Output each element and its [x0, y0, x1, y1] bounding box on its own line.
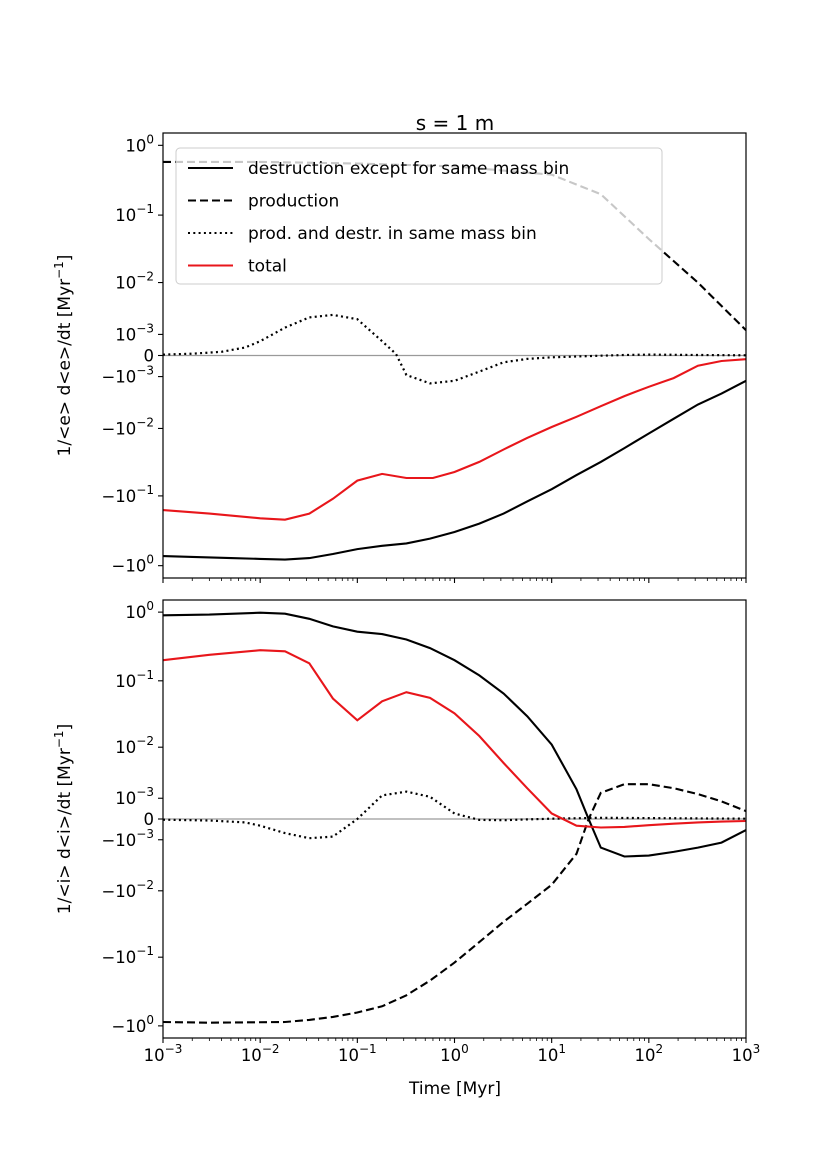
y-tick-label: 100	[125, 132, 154, 155]
x-tick-label: 103	[732, 1042, 761, 1065]
series-line-destruction-except-for-same-mass-bin	[163, 379, 746, 561]
x-tick-exp: 0	[461, 1042, 469, 1056]
y-tick-label: −10−3	[101, 364, 154, 387]
y-tick-base: −10	[101, 368, 136, 387]
y-tick-exp: −2	[136, 878, 154, 892]
series-line-total	[163, 649, 746, 829]
y-tick-label: 10−1	[115, 668, 154, 691]
y-axis-label: 1/<i> d<i>/dt [Myr−1]	[52, 724, 75, 914]
y-tick-exp: 0	[146, 1013, 154, 1027]
y-axis-label-exp: −1	[52, 730, 66, 748]
x-tick-base: 10	[241, 1046, 262, 1065]
y-tick-label: 10−3	[115, 785, 154, 808]
y-axis-label-exp: −1	[52, 261, 66, 279]
y-tick-exp: −1	[136, 483, 154, 497]
y-tick-exp: −2	[136, 415, 154, 429]
y-tick-label: 0	[144, 347, 155, 366]
y-tick-exp: −3	[136, 321, 154, 335]
legend-label: prod. and destr. in same mass bin	[248, 224, 537, 244]
y-tick-exp: −1	[136, 668, 154, 682]
series-line-production	[163, 783, 746, 1024]
y-tick-exp: −2	[136, 734, 154, 748]
y-axis-label-end: ]	[55, 255, 75, 262]
series-line-total	[163, 358, 746, 521]
legend-label: destruction except for same mass bin	[248, 159, 569, 179]
y-tick-label: −10−2	[101, 415, 154, 438]
y-tick-base: 10	[125, 603, 146, 622]
y-tick-label: 10−1	[115, 202, 154, 225]
y-tick-label: −10−1	[101, 483, 154, 506]
legend-box	[175, 147, 663, 285]
y-tick-exp: −1	[136, 944, 154, 958]
chart-title: s = 1 m	[416, 111, 494, 135]
x-tick-base: 10	[537, 1046, 558, 1065]
y-tick-exp: 0	[146, 553, 154, 567]
y-tick-base: −10	[101, 831, 136, 850]
y-tick-base: 10	[115, 738, 136, 757]
y-axis-label-end: ]	[55, 724, 75, 731]
x-tick-exp: 1	[558, 1042, 566, 1056]
y-tick-label: 10−2	[115, 734, 154, 757]
y-tick-label: 0	[144, 810, 155, 829]
y-tick-base: 10	[125, 136, 146, 155]
y-axis-label-text: 1/<i> d<i>/dt [Myr	[55, 748, 75, 914]
y-tick-label: 100	[125, 599, 154, 622]
y-tick-base: −10	[112, 557, 147, 576]
x-tick-label: 10−1	[338, 1042, 377, 1065]
x-tick-label: 102	[635, 1042, 664, 1065]
y-tick-base: −10	[101, 882, 136, 901]
y-tick-label: −10−1	[101, 944, 154, 967]
x-tick-label: 10−3	[144, 1042, 183, 1065]
x-tick-label: 100	[440, 1042, 469, 1065]
y-tick-base: −10	[112, 1017, 147, 1036]
y-axis-label: 1/<e> d<e>/dt [Myr−1]	[52, 255, 75, 457]
y-tick-exp: −1	[136, 202, 154, 216]
x-tick-exp: −3	[165, 1042, 183, 1056]
y-tick-base: 10	[115, 325, 136, 344]
x-tick-base: 10	[732, 1046, 753, 1065]
x-tick-exp: 2	[656, 1042, 664, 1056]
y-tick-exp: −3	[136, 827, 154, 841]
x-tick-exp: −2	[262, 1042, 280, 1056]
y-tick-label: −10−3	[101, 827, 154, 850]
y-tick-label: −100	[112, 1013, 154, 1036]
y-tick-exp: 0	[146, 599, 154, 613]
y-tick-base: 10	[115, 789, 136, 808]
x-tick-label: 10−2	[241, 1042, 280, 1065]
legend: destruction except for same mass bin prod…	[175, 147, 663, 285]
x-tick-exp: 3	[753, 1042, 761, 1056]
x-tick-base: 10	[144, 1046, 165, 1065]
x-tick-base: 10	[338, 1046, 359, 1065]
legend-label: production	[248, 192, 339, 212]
y-tick-base: 10	[115, 274, 136, 293]
y-tick-label: 10−3	[115, 321, 154, 344]
y-tick-base: −10	[101, 419, 136, 438]
y-tick-base: 10	[115, 672, 136, 691]
x-tick-label: 101	[537, 1042, 566, 1065]
y-axis-label-text: 1/<e> d<e>/dt [Myr	[55, 279, 75, 457]
x-tick-base: 10	[440, 1046, 461, 1065]
series-line-prod-and-destr-in-same-mass-bin	[163, 313, 746, 385]
y-tick-exp: 0	[146, 132, 154, 146]
x-axis-label: Time [Myr]	[408, 1079, 501, 1099]
y-tick-exp: −3	[136, 785, 154, 799]
x-tick-exp: −1	[359, 1042, 377, 1056]
y-tick-label: −10−2	[101, 878, 154, 901]
series-line-prod-and-destr-in-same-mass-bin	[163, 790, 746, 840]
legend-label: total	[248, 257, 287, 277]
y-tick-label: −100	[112, 553, 154, 576]
y-tick-exp: −2	[136, 270, 154, 284]
y-tick-base: −10	[101, 948, 136, 967]
y-tick-label: 10−2	[115, 270, 154, 293]
y-tick-exp: −3	[136, 364, 154, 378]
series-line-destruction-except-for-same-mass-bin	[163, 611, 746, 858]
panel-inclination: 10−3 10−2 10−1 100 101 102 10310010−110−210−30…	[52, 599, 760, 1065]
y-tick-base: 10	[115, 206, 136, 225]
y-tick-base: −10	[101, 487, 136, 506]
x-tick-base: 10	[635, 1046, 656, 1065]
